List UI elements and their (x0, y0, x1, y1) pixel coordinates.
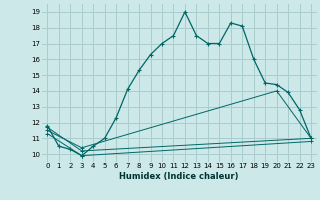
X-axis label: Humidex (Indice chaleur): Humidex (Indice chaleur) (119, 172, 239, 181)
